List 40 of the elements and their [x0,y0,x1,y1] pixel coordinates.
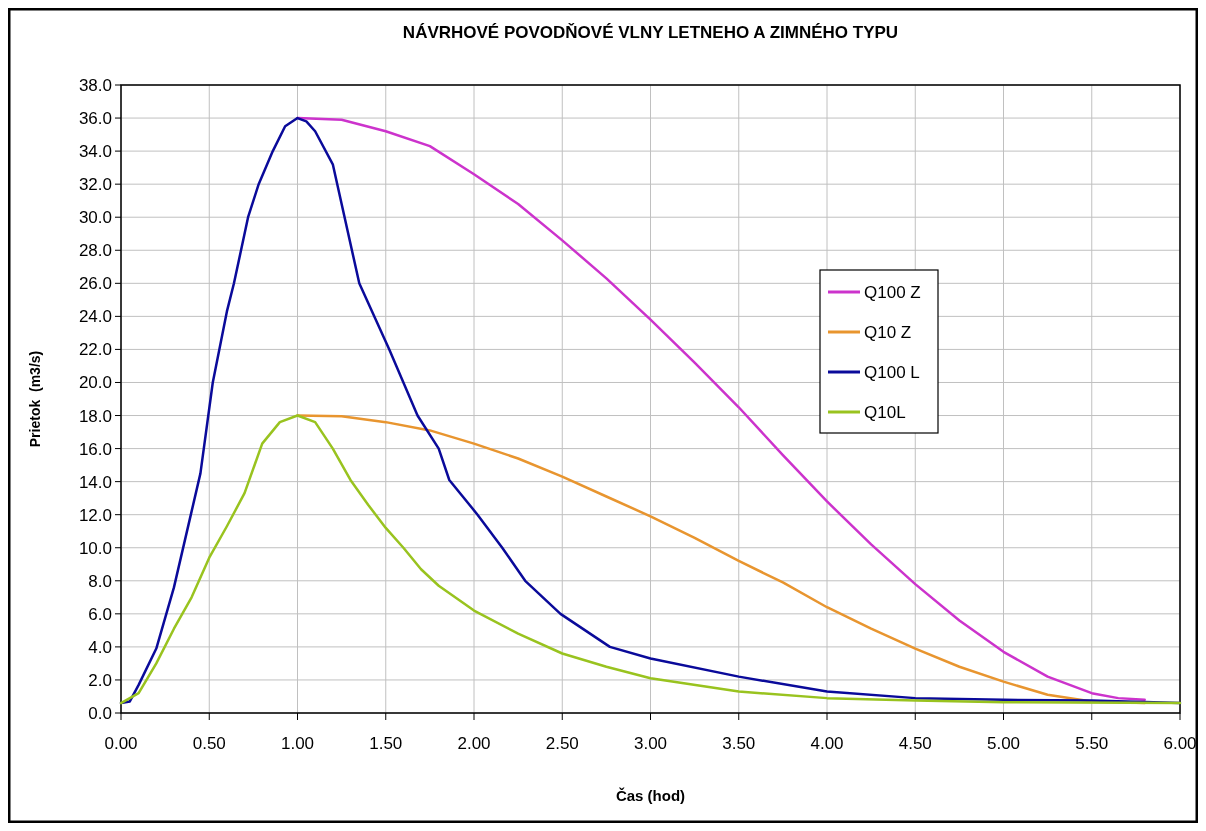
x-tick-label: 2.50 [545,734,579,753]
y-tick-label: 18.0 [78,406,112,426]
chart-title: NÁVRHOVÉ POVODŇOVÉ VLNY LETNEHO A ZIMNÉHO TYPU [402,23,899,42]
y-tick-label: 6.0 [88,604,112,624]
y-tick-label: 24.0 [78,307,112,327]
x-tick-label: 3.50 [722,734,756,753]
x-tick-label: 2.00 [457,734,491,753]
legend-label: Q100 Z [864,283,921,302]
x-tick-label: 1.00 [280,734,315,753]
x-tick-label: 5.50 [1075,734,1109,753]
legend-label: Q10L [864,403,906,422]
y-tick-label: 32.0 [78,175,112,195]
x-tick-label: 0.50 [192,734,226,753]
x-tick-label: 5.00 [986,734,1021,753]
y-tick-label: 26.0 [78,274,112,294]
y-tick-label: 4.0 [88,637,112,657]
legend-label: Q10 Z [864,323,912,342]
legend-label: Q100 L [864,363,920,382]
y-tick-label: 38.0 [78,76,112,95]
y-tick-label: 0.0 [88,704,112,723]
y-tick-label: 14.0 [78,472,112,492]
x-tick-label: 0.00 [104,734,138,753]
y-tick-label: 8.0 [88,571,112,591]
y-tick-label: 2.0 [88,670,112,690]
y-tick-label: 36.0 [78,109,112,129]
y-tick-label: 28.0 [78,241,112,261]
y-tick-label: 30.0 [78,208,112,228]
y-tick-label: 22.0 [78,340,112,360]
x-tick-label: 1.50 [369,734,403,753]
y-axis-title: Prietok (m3/s) [27,350,43,448]
y-tick-label: 12.0 [78,505,112,525]
x-tick-label: 6.00 [1163,734,1197,753]
x-tick-label: 4.00 [810,734,844,753]
x-axis-title: Čas (hod) [615,787,686,804]
y-tick-label: 16.0 [78,439,112,459]
y-tick-label: 34.0 [78,142,112,162]
y-tick-label: 10.0 [78,538,112,558]
y-tick-label: 20.0 [78,373,112,393]
x-tick-label: 4.50 [898,734,932,753]
x-tick-label: 3.00 [633,734,668,753]
